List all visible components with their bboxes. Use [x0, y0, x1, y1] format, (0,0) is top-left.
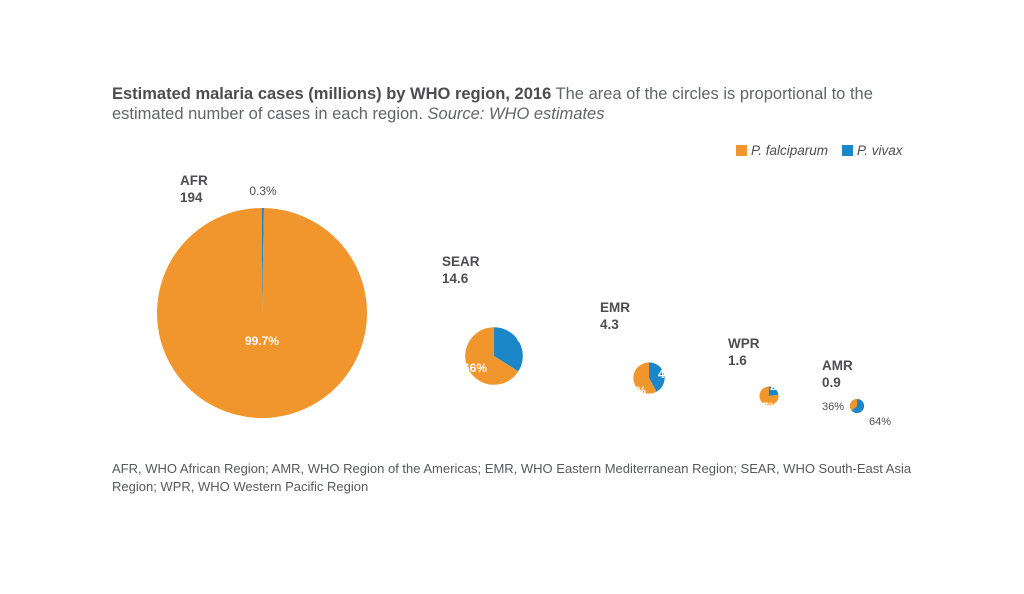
pct-label-emr-falciparum: 58%	[622, 384, 646, 398]
region-label-amr: AMR	[822, 358, 853, 373]
region-label-sear: SEAR	[442, 254, 480, 269]
pie-slice-afr-falciparum	[157, 208, 368, 418]
cases-label-sear: 14.6	[442, 271, 469, 286]
pct-label-sear-vivax: 34%	[517, 331, 541, 345]
region-label-wpr: WPR	[728, 336, 760, 351]
pct-label-wpr-falciparum: 77%	[756, 401, 778, 413]
cases-label-amr: 0.9	[822, 375, 841, 390]
pct-label-wpr-vivax: 23%	[770, 381, 792, 393]
chart-title-main: Estimated malaria cases (millions) by WH…	[112, 85, 552, 103]
pct-label-emr-vivax: 42%	[658, 367, 682, 381]
pct-label-afr-vivax: 0.3%	[249, 184, 277, 198]
cases-label-emr: 4.3	[600, 317, 619, 332]
cases-label-wpr: 1.6	[728, 353, 747, 368]
pie-slice-amr-vivax	[851, 398, 865, 414]
pie-slice-emr-vivax	[649, 362, 665, 392]
legend-swatch-falciparum	[736, 145, 747, 156]
pie-slice-amr-falciparum	[849, 398, 857, 411]
pct-label-sear-falciparum: 66%	[463, 361, 487, 375]
region-label-afr: AFR	[180, 173, 208, 188]
pct-label-amr-vivax: 64%	[869, 416, 891, 428]
pie-slice-afr-vivax	[262, 208, 264, 313]
cases-label-afr: 194	[180, 190, 203, 205]
legend-label-vivax: P. vivax	[857, 143, 903, 158]
pie-slice-sear-vivax	[494, 327, 523, 372]
chart-title-description: The area of the circles is proportional …	[112, 85, 873, 123]
legend: P. falciparum P. vivax	[700, 143, 950, 163]
legend-item-vivax: P. vivax	[842, 143, 903, 158]
legend-swatch-vivax	[842, 145, 853, 156]
pie-slice-wpr-vivax	[769, 386, 779, 396]
pct-label-afr-falciparum: 99.7%	[245, 334, 279, 348]
pct-label-amr-falciparum: 36%	[822, 401, 844, 413]
footnote: AFR, WHO African Region; AMR, WHO Region…	[112, 461, 912, 494]
pie-slice-wpr-falciparum	[759, 386, 779, 406]
legend-item-falciparum: P. falciparum	[736, 143, 828, 158]
pie-slice-sear-falciparum	[465, 327, 519, 385]
chart-title: Estimated malaria cases (millions) by WH…	[112, 84, 932, 124]
chart-title-source: Source: WHO estimates	[427, 105, 605, 123]
legend-label-falciparum: P. falciparum	[751, 143, 829, 158]
region-label-emr: EMR	[600, 300, 630, 315]
pie-slice-emr-falciparum	[633, 362, 657, 394]
